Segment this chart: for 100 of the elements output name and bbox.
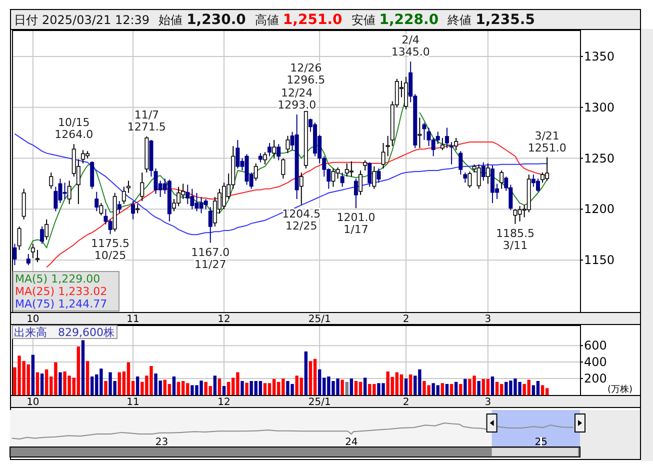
- candlestick: [122, 186, 126, 205]
- candlestick: [67, 180, 72, 205]
- bar: [272, 378, 276, 395]
- text: 1,230.0: [186, 12, 246, 28]
- text: 1,228.0: [379, 12, 439, 28]
- bar: [445, 384, 449, 395]
- bar: [90, 376, 94, 395]
- candlestick: [372, 166, 376, 190]
- candlestick: [90, 160, 94, 190]
- candlestick: [536, 178, 540, 192]
- bar: [408, 374, 412, 395]
- candlestick: [94, 191, 99, 212]
- text: 安値: [351, 13, 376, 27]
- text: 日付: [14, 13, 38, 27]
- bar: [40, 374, 44, 395]
- bar: [304, 351, 308, 395]
- bar: [86, 361, 90, 395]
- bar: [500, 384, 504, 395]
- candlestick: [40, 226, 44, 244]
- bar: [454, 382, 458, 395]
- candlestick: [44, 218, 49, 240]
- candlestick: [22, 188, 26, 220]
- bar: [540, 385, 544, 395]
- text: 始値: [158, 13, 183, 27]
- x-tick-label: 2: [402, 397, 410, 408]
- bar: [350, 378, 354, 395]
- candlestick: [463, 172, 468, 184]
- annotation: 11/7 1271.5: [127, 108, 166, 134]
- x-tick-label: 2: [402, 314, 410, 325]
- candlestick: [26, 253, 30, 266]
- bar: [340, 380, 344, 395]
- text: MA(25) 1,233.02: [15, 285, 108, 298]
- x-tick-label: 11: [126, 397, 140, 408]
- candlestick: [422, 122, 426, 140]
- x-tick-label: 23: [155, 437, 168, 448]
- candlestick: [458, 150, 463, 176]
- candlestick: [258, 152, 262, 163]
- annotation: 12/24 1293.0: [278, 86, 316, 112]
- x-tick-label: 24: [345, 437, 358, 448]
- text: MA(75) 1,244.77: [15, 298, 108, 310]
- text: 終値: [446, 13, 472, 27]
- y-tick-label: 200: [584, 372, 607, 386]
- candlestick: [454, 137, 458, 151]
- candlestick: [376, 168, 381, 184]
- candlestick: [444, 127, 449, 149]
- y-axis-title: (万株): [607, 384, 633, 395]
- candlestick: [117, 200, 122, 214]
- candlestick: [99, 202, 104, 216]
- y-tick-label: 1200: [584, 202, 615, 216]
- candlestick: [500, 170, 504, 190]
- annotation: 1175.5 10/25: [91, 237, 130, 262]
- candlestick: [418, 117, 422, 149]
- candlestick: [254, 162, 258, 182]
- bar: [222, 386, 226, 395]
- bar: [477, 381, 480, 395]
- bar: [58, 372, 62, 395]
- x-tick-label: 25/1: [308, 314, 331, 325]
- bar: [308, 361, 312, 395]
- y-tick-label: 1250: [584, 151, 615, 166]
- x-tick-label: 10: [26, 397, 40, 408]
- bar: [358, 382, 362, 395]
- candlestick: [17, 226, 22, 250]
- candlestick: [440, 137, 444, 151]
- annotation: 2/4 1345.0: [391, 34, 430, 59]
- bar: [258, 381, 262, 395]
- y-tick-label: 400: [584, 355, 607, 370]
- bar: [450, 384, 454, 395]
- candlestick: [131, 200, 136, 220]
- bar: [172, 376, 176, 395]
- candlestick: [358, 170, 363, 196]
- candlestick: [381, 142, 386, 169]
- candlestick: [450, 141, 454, 165]
- bar: [532, 385, 536, 395]
- x-tick-label: 3: [484, 397, 492, 408]
- bar: [464, 378, 467, 395]
- candlestick: [540, 172, 545, 184]
- text: MA(5) 1,229.00: [15, 272, 100, 286]
- bar: [168, 384, 172, 395]
- candlestick: [340, 172, 344, 188]
- x-tick-label: 25/1: [308, 397, 331, 408]
- annotation: 1185.5 3/11: [496, 226, 534, 252]
- bar: [81, 340, 85, 395]
- candlestick: [136, 204, 140, 214]
- text: 1,251.0: [282, 12, 343, 28]
- candlestick: [204, 198, 208, 210]
- y-tick-label: 1150: [584, 253, 615, 268]
- bar: [31, 354, 35, 395]
- bar: [268, 383, 272, 395]
- annotation: 1167.0 11/27: [191, 246, 230, 271]
- bar: [440, 383, 444, 395]
- candlestick: [35, 249, 40, 263]
- bar: [495, 382, 499, 395]
- bar: [545, 388, 549, 395]
- candlestick: [140, 172, 144, 202]
- candlestick: [236, 139, 240, 169]
- candlestick: [481, 162, 486, 182]
- bar: [263, 383, 267, 395]
- chart-title: 出来高 829,600株: [14, 326, 114, 339]
- bar: [354, 381, 358, 395]
- candlestick: [30, 243, 35, 259]
